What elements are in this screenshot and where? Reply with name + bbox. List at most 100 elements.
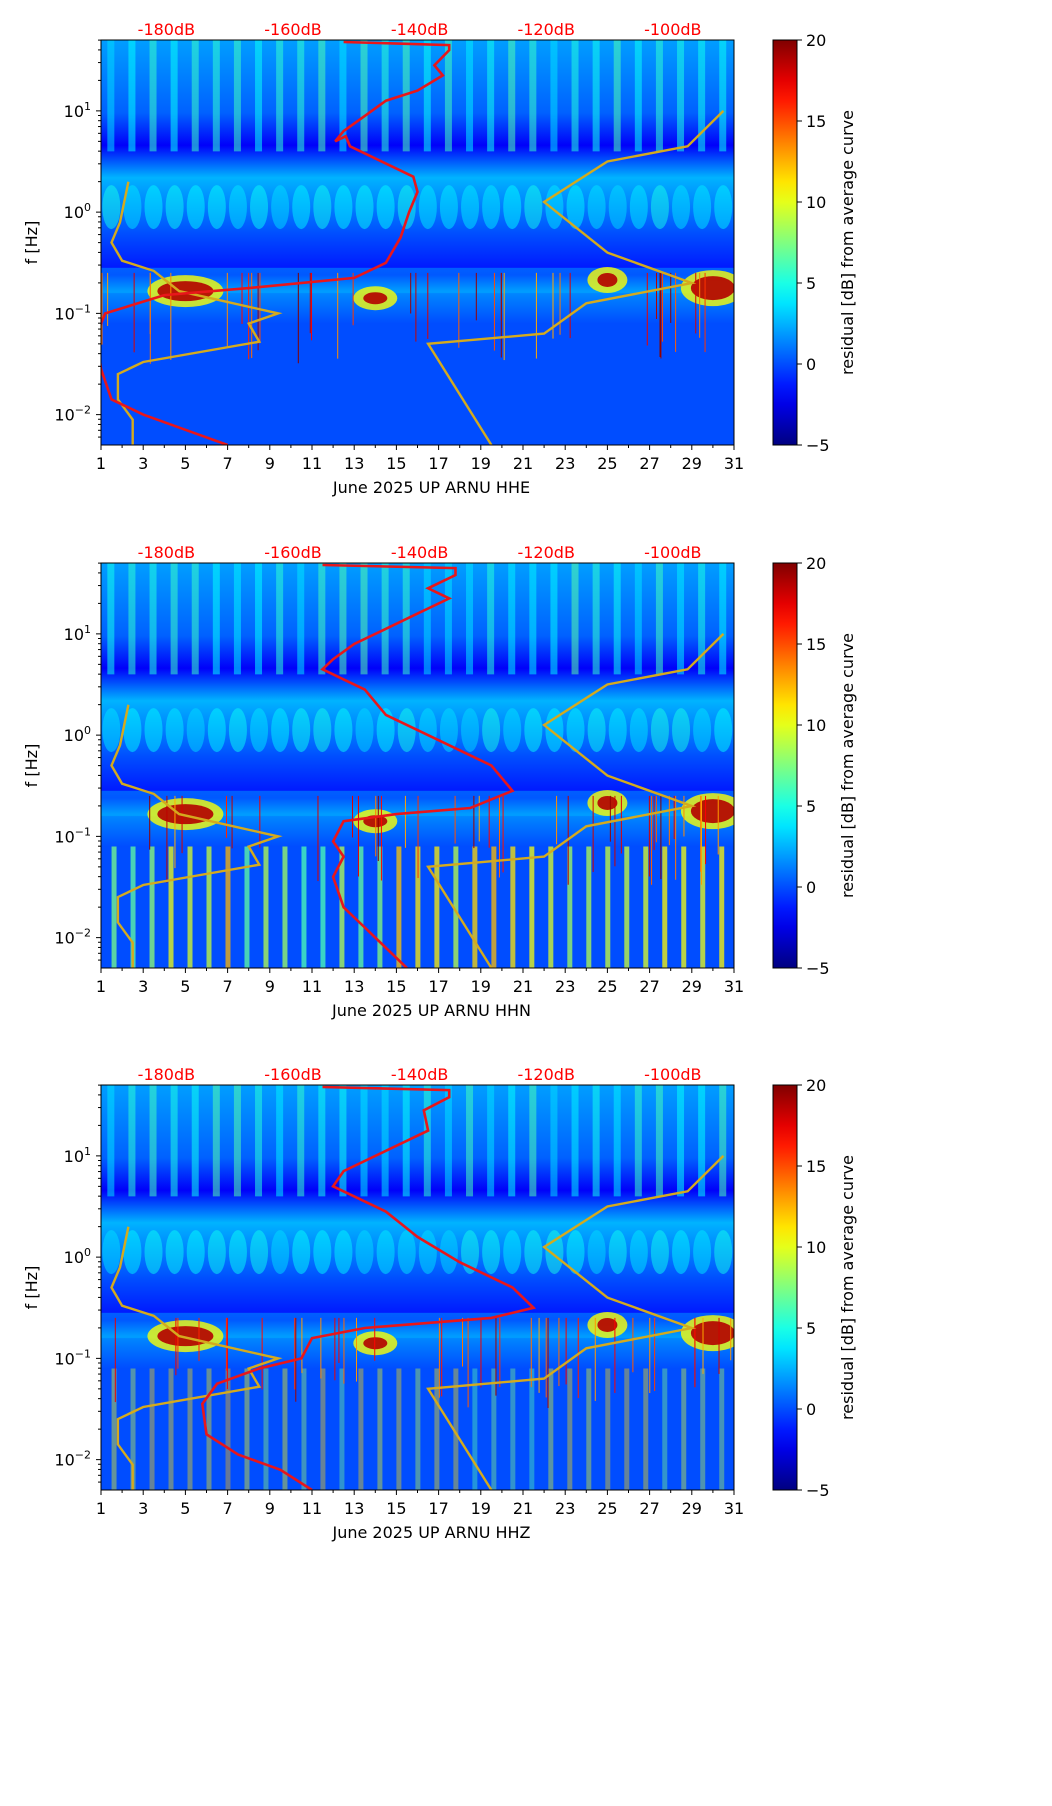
microseism-streak — [587, 185, 606, 230]
microseism-streak — [566, 1230, 585, 1275]
y-tick-base: 10 — [64, 625, 84, 644]
x-tick-label: 3 — [138, 454, 148, 473]
microseism-streak — [123, 708, 142, 753]
diurnal-streak — [297, 40, 305, 152]
y-tick-base: 10 — [64, 1248, 84, 1267]
diurnal-streak — [381, 563, 389, 675]
low-freq-streak — [681, 846, 687, 968]
x-tick-label: 1 — [96, 977, 106, 996]
colorbar-tick-label: 5 — [806, 274, 816, 293]
y-tick-exponent: 1 — [84, 100, 91, 113]
diurnal-streak — [444, 1085, 452, 1197]
low-freq-streak — [510, 1368, 516, 1490]
microseism-streak — [165, 185, 184, 230]
colorbar-2: 20 15 10 5 0 −5 residual [dB] from average cur… — [772, 554, 857, 978]
x-tick-label: 7 — [223, 1499, 233, 1518]
low-freq-streak — [681, 1368, 687, 1490]
diurnal-streak — [634, 1085, 642, 1197]
x-tick-label: 17 — [428, 1499, 448, 1518]
x-tick-label: 23 — [555, 977, 575, 996]
diurnal-streak — [381, 1085, 389, 1197]
low-freq-streak — [605, 1368, 611, 1490]
db-scale-label: -120dB — [517, 1065, 574, 1084]
diurnal-streak — [466, 563, 474, 675]
y-tick-base: 10 — [54, 929, 74, 948]
diurnal-streak — [212, 1085, 220, 1197]
diurnal-streak — [339, 40, 347, 152]
microseism-streak — [186, 708, 205, 753]
diurnal-streak — [698, 40, 706, 152]
storm-core — [690, 276, 734, 301]
microseism-streak — [545, 1230, 564, 1275]
microseism-streak — [566, 185, 585, 230]
microseism-streak — [123, 185, 142, 230]
x-tick-label: 23 — [555, 1499, 575, 1518]
microseism-streak — [271, 1230, 290, 1275]
diurnal-streak — [719, 1085, 727, 1197]
microseism-streak — [102, 185, 121, 230]
x-tick-label: 29 — [682, 454, 702, 473]
diurnal-streak — [444, 563, 452, 675]
x-tick-label: 19 — [471, 454, 491, 473]
microseism-streak — [376, 1230, 395, 1275]
microseism-streak — [524, 185, 543, 230]
db-scale-label: -120dB — [517, 20, 574, 39]
microseism-streak — [376, 708, 395, 753]
diurnal-streak — [255, 1085, 263, 1197]
y-tick-exponent: −2 — [75, 927, 91, 940]
colorbar-label: residual [dB] from average curve — [838, 110, 857, 375]
microseism-streak — [650, 708, 669, 753]
microseism-streak — [228, 185, 247, 230]
diurnal-streak — [255, 563, 263, 675]
high-noise-model-line — [426, 110, 725, 445]
diurnal-streak — [423, 563, 431, 675]
diurnal-streak — [339, 563, 347, 675]
colorbar-tick-label: 5 — [806, 797, 816, 816]
low-freq-streak — [472, 846, 478, 968]
x-tick-label: 31 — [724, 454, 744, 473]
diurnal-streak — [191, 1085, 199, 1197]
y-tick-base: 10 — [54, 304, 74, 323]
diurnal-streak — [233, 563, 241, 675]
diurnal-streak — [655, 40, 663, 152]
low-freq-streak — [491, 1368, 497, 1490]
microseism-streak — [165, 1230, 184, 1275]
diurnal-streak — [297, 1085, 305, 1197]
y-tick-label: 10−2 — [54, 1449, 91, 1470]
low-freq-streak — [168, 846, 174, 968]
diurnal-streak — [655, 563, 663, 675]
heatmap-background — [101, 40, 734, 445]
x-tick-label: 3 — [138, 1499, 148, 1518]
diurnal-streak — [191, 563, 199, 675]
microseism-streak — [102, 1230, 121, 1275]
x-tick-label: 23 — [555, 454, 575, 473]
storm-core — [597, 272, 618, 287]
x-tick-label: 15 — [386, 977, 406, 996]
diurnal-streak — [128, 40, 136, 152]
colorbar-tick-label: 20 — [806, 31, 826, 50]
microseism-streak — [355, 1230, 374, 1275]
colorbar-1: 20 15 10 5 0 −5 residual [dB] from average cur… — [772, 31, 857, 455]
microseism-streak — [482, 185, 501, 230]
low-freq-streak — [491, 846, 497, 968]
x-tick-label: 25 — [597, 977, 617, 996]
x-tick-label: 17 — [428, 454, 448, 473]
microseism-streak — [714, 185, 733, 230]
y-axis-label: f [Hz] — [22, 221, 41, 265]
diurnal-streak — [107, 1085, 115, 1197]
y-tick-exponent: 1 — [84, 623, 91, 636]
diurnal-streak — [719, 563, 727, 675]
storm-core — [597, 1317, 618, 1332]
heatmap-image — [101, 563, 734, 968]
microseism-streak — [228, 708, 247, 753]
microseism-streak — [672, 1230, 691, 1275]
x-tick-label: 15 — [386, 454, 406, 473]
low-freq-streak — [453, 1368, 459, 1490]
colorbar-gradient — [772, 562, 798, 969]
microseism-streak — [144, 1230, 163, 1275]
low-freq-streak — [339, 1368, 345, 1490]
y-tick-exponent: 0 — [84, 201, 91, 214]
microseism-streak — [714, 1230, 733, 1275]
x-tick-label: 31 — [724, 977, 744, 996]
